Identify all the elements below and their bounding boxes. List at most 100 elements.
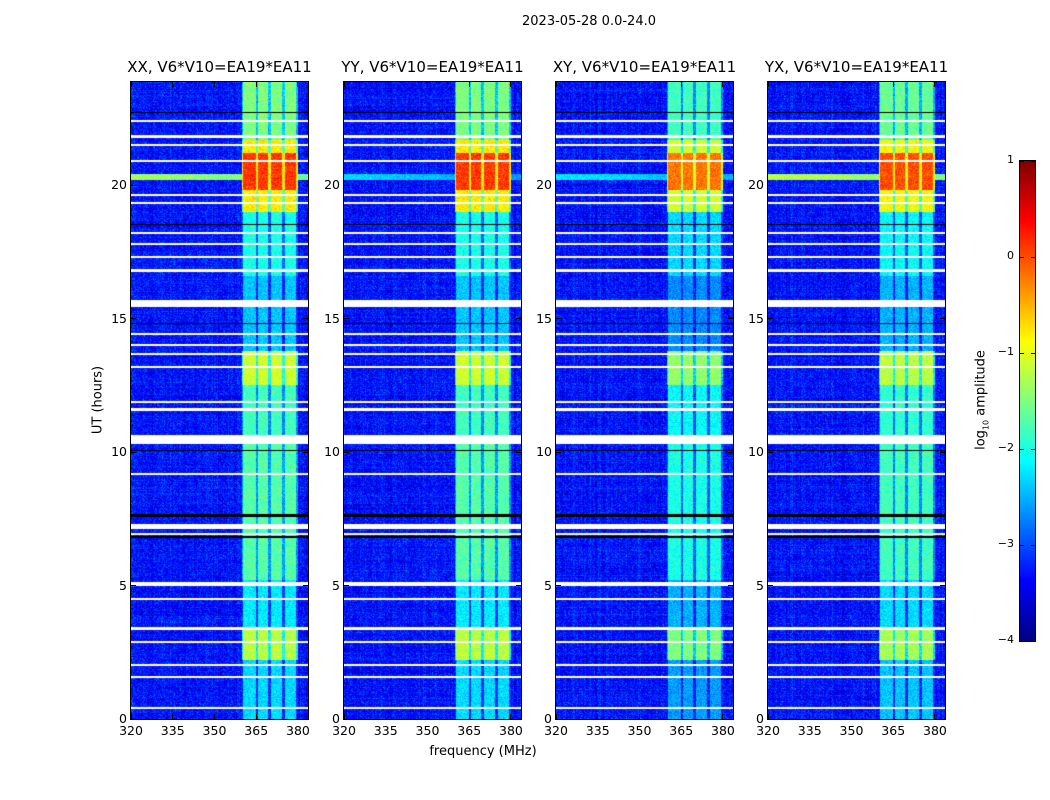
y-tick-mark	[344, 585, 349, 586]
y-tick-mark	[131, 185, 136, 186]
figure-title: 2023-05-28 0.0-24.0	[0, 14, 1050, 29]
y-tick-mark	[556, 452, 561, 453]
y-tick-mark	[556, 585, 561, 586]
x-tick-label: 365	[243, 723, 269, 738]
x-tick-mark	[722, 714, 723, 719]
y-tick-label: 20	[522, 177, 552, 192]
x-tick-mark	[172, 82, 173, 87]
x-tick-mark	[427, 82, 428, 87]
y-tick-mark	[940, 185, 945, 186]
y-tick-label: 5	[734, 578, 764, 593]
y-tick-label: 0	[97, 711, 127, 726]
y-tick-mark	[768, 585, 773, 586]
x-tick-mark	[297, 82, 298, 87]
x-tick-mark	[131, 82, 132, 87]
y-tick-label: 15	[310, 311, 340, 326]
y-tick-mark	[344, 719, 349, 720]
x-tick-mark	[768, 82, 769, 87]
x-tick-label: 335	[160, 723, 186, 738]
x-tick-mark	[851, 714, 852, 719]
y-tick-mark	[556, 185, 561, 186]
y-tick-label: 15	[97, 311, 127, 326]
y-tick-label: 5	[310, 578, 340, 593]
y-tick-label: 15	[522, 311, 552, 326]
colorbar-tick-mark	[1031, 161, 1035, 162]
x-tick-label: 365	[880, 723, 906, 738]
x-tick-mark	[214, 82, 215, 87]
y-tick-mark	[516, 719, 521, 720]
x-tick-mark	[172, 714, 173, 719]
x-tick-label: 350	[414, 723, 440, 738]
colorbar-label-sub: 10	[981, 420, 990, 430]
y-tick-mark	[728, 318, 733, 319]
x-tick-mark	[597, 714, 598, 719]
y-tick-mark	[131, 452, 136, 453]
x-tick-mark	[297, 714, 298, 719]
y-tick-mark	[303, 185, 308, 186]
colorbar-tick-label: 1	[985, 153, 1014, 166]
x-tick-mark	[722, 82, 723, 87]
y-tick-label: 20	[97, 177, 127, 192]
panel-title: XX, V6*V10=EA19*EA11	[100, 58, 340, 76]
colorbar-tick-mark	[1020, 449, 1024, 450]
x-tick-label: 350	[838, 723, 864, 738]
x-tick-mark	[214, 714, 215, 719]
y-tick-mark	[728, 185, 733, 186]
y-tick-mark	[768, 318, 773, 319]
spectrogram-image	[556, 82, 733, 719]
y-tick-mark	[303, 452, 308, 453]
x-tick-mark	[385, 714, 386, 719]
spectrogram-image	[768, 82, 945, 719]
x-tick-mark	[681, 82, 682, 87]
colorbar-label: log10 amplitude	[974, 350, 991, 450]
y-tick-mark	[344, 318, 349, 319]
spectrogram-image	[131, 82, 308, 719]
x-tick-mark	[469, 82, 470, 87]
spectrogram-panel-xx	[130, 81, 309, 720]
y-tick-mark	[516, 185, 521, 186]
colorbar-tick-mark	[1031, 353, 1035, 354]
x-tick-mark	[934, 714, 935, 719]
y-tick-mark	[303, 318, 308, 319]
y-tick-mark	[556, 719, 561, 720]
y-tick-mark	[940, 585, 945, 586]
colorbar-tick-label: −2	[985, 441, 1014, 454]
x-tick-mark	[681, 714, 682, 719]
y-tick-mark	[344, 185, 349, 186]
x-tick-mark	[893, 82, 894, 87]
x-tick-mark	[934, 82, 935, 87]
y-tick-label: 20	[734, 177, 764, 192]
y-tick-mark	[940, 318, 945, 319]
x-tick-mark	[385, 82, 386, 87]
y-tick-mark	[556, 318, 561, 319]
colorbar-label-rest: amplitude	[974, 350, 989, 420]
x-tick-mark	[639, 714, 640, 719]
x-tick-mark	[510, 82, 511, 87]
spectrogram-panel-yx	[767, 81, 946, 720]
x-tick-mark	[344, 82, 345, 87]
y-tick-mark	[768, 185, 773, 186]
colorbar-tick-label: −3	[985, 537, 1014, 550]
y-tick-label: 15	[734, 311, 764, 326]
spectrogram-image	[344, 82, 521, 719]
x-tick-mark	[851, 82, 852, 87]
colorbar-tick-mark	[1031, 449, 1035, 450]
y-tick-label: 5	[97, 578, 127, 593]
y-tick-label: 20	[310, 177, 340, 192]
y-tick-mark	[940, 452, 945, 453]
x-tick-label: 335	[797, 723, 823, 738]
x-tick-label: 365	[456, 723, 482, 738]
y-tick-label: 0	[522, 711, 552, 726]
panel-title: YY, V6*V10=EA19*EA11	[313, 58, 553, 76]
y-tick-label: 10	[310, 444, 340, 459]
x-tick-mark	[427, 714, 428, 719]
colorbar-tick-label: −4	[985, 633, 1014, 646]
colorbar-tick-mark	[1031, 257, 1035, 258]
y-tick-label: 5	[522, 578, 552, 593]
x-tick-mark	[893, 714, 894, 719]
y-tick-mark	[516, 318, 521, 319]
y-tick-mark	[940, 719, 945, 720]
x-tick-label: 350	[626, 723, 652, 738]
y-tick-mark	[303, 585, 308, 586]
x-tick-label: 365	[668, 723, 694, 738]
